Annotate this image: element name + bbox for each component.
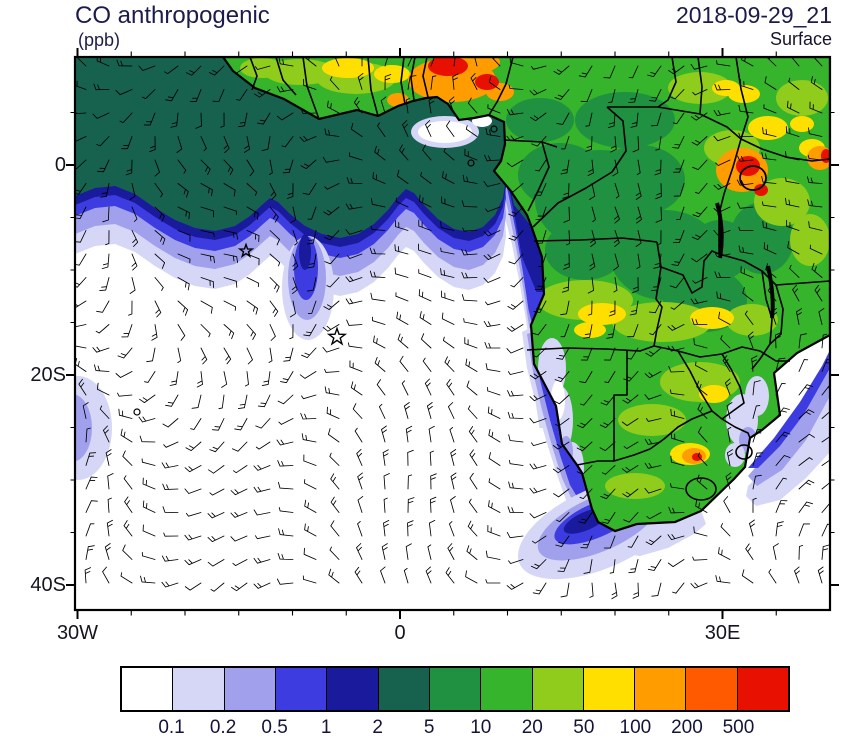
colorbar-cell-0: [122, 668, 174, 710]
colorbar-cell-6: [429, 668, 482, 710]
axis-ticks-minor: [70, 51, 835, 616]
star-marker: [326, 326, 348, 346]
colorbar-tick-label: 500: [722, 717, 755, 738]
colorbar-cell-7: [481, 668, 533, 710]
plot-title: CO anthropogenic: [75, 2, 270, 29]
colorbar-tick-label: 200: [671, 717, 703, 738]
island-marker: [133, 408, 141, 416]
colorbar-cell-10: [635, 668, 687, 710]
colorbar-cell-4: [327, 668, 379, 710]
colorbar-tick-label: 0.1: [158, 717, 185, 738]
map-canvas: [66, 48, 839, 619]
colorbar-cell-8: [532, 668, 584, 710]
colorbar-cell-9: [583, 668, 636, 710]
colorbar-cell-5: [378, 668, 430, 710]
island-marker: [490, 125, 498, 133]
wind-barbs-overlay: [75, 57, 830, 600]
x-axis-tick-label: 30E: [704, 622, 741, 644]
plot-units-label: (ppb): [78, 30, 121, 50]
colorbar-tick-label: 20: [521, 717, 543, 738]
colorbar-tick-label: 50: [573, 717, 595, 738]
plot-frame: [66, 48, 839, 619]
y-axis-tick-label: 40S: [30, 574, 66, 596]
colorbar-tick-label: 1: [320, 717, 332, 738]
colorbar-tick-label: 0.5: [261, 717, 288, 738]
colorbar-cell-1: [173, 668, 225, 710]
africa-landmass: [223, 57, 830, 531]
colorbar-tick-label: 2: [372, 717, 383, 738]
colorbar-tick-label: 5: [423, 717, 435, 738]
star-marker: [237, 242, 255, 259]
plot-datetime: 2018-09-29_21: [675, 2, 832, 28]
colorbar-cell-12: [737, 668, 789, 710]
colorbar-tick-label: 0.2: [209, 717, 237, 738]
colorbar-cell-2: [224, 668, 276, 710]
coastline: [221, 57, 830, 533]
x-axis-tick-label: 0: [394, 622, 406, 644]
colorbar-cell-11: [686, 668, 738, 710]
colorbar-cell-3: [275, 668, 328, 710]
colorbar-tick-label: 100: [619, 717, 652, 738]
island-marker: [467, 159, 475, 167]
colorbar: [120, 666, 790, 712]
map-markers: [133, 125, 498, 416]
axis-ticks-major: [66, 48, 839, 619]
y-axis-tick-label: 0: [54, 154, 66, 176]
plot-level-label: Surface: [769, 29, 832, 49]
colorbar-tick-label: 10: [470, 717, 492, 738]
x-axis-tick-label: 30W: [56, 622, 99, 644]
y-axis-tick-label: 20S: [30, 364, 66, 386]
